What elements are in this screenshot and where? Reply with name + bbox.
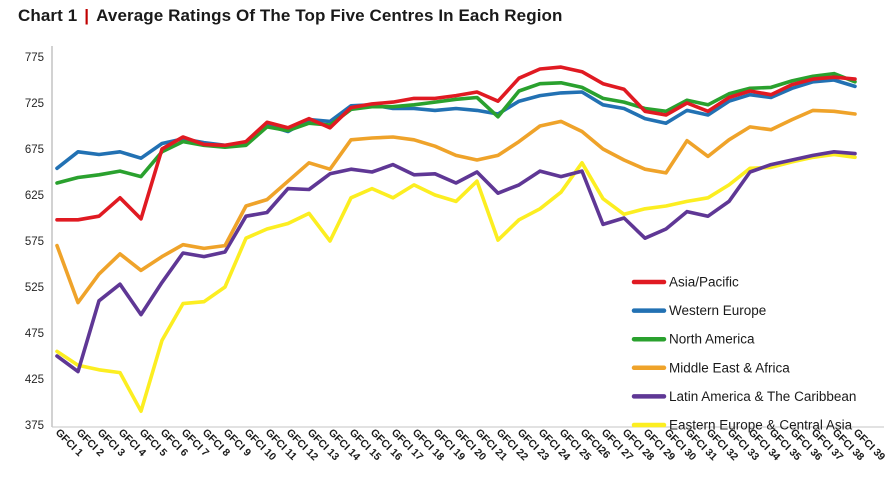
legend-item-asia-pacific: Asia/Pacific xyxy=(631,275,739,290)
y-axis-tick-label: 525 xyxy=(25,282,44,294)
legend-label: Asia/Pacific xyxy=(669,275,739,290)
series-line-north-america xyxy=(55,71,857,185)
y-axis-tick-label: 375 xyxy=(25,420,44,432)
y-axis-tick-label: 425 xyxy=(25,374,44,386)
chart-title-text: Average Ratings Of The Top Five Centres … xyxy=(96,6,563,25)
y-axis-tick-label: 725 xyxy=(25,98,44,110)
y-axis-tick-label: 575 xyxy=(25,236,44,248)
chart-title-prefix: Chart 1 xyxy=(18,6,78,25)
y-axis-tick-label: 625 xyxy=(25,190,44,202)
legend-item-middle-east-africa: Middle East & Africa xyxy=(631,360,790,375)
legend-item-western-europe: Western Europe xyxy=(631,303,766,318)
legend-label: North America xyxy=(669,332,755,347)
series-line-eastern-europe-central-asia xyxy=(55,152,857,414)
chart-title-separator: | xyxy=(84,6,90,25)
y-axis-tick-label: 675 xyxy=(25,144,44,156)
chart-title: Chart 1 | Average Ratings Of The Top Five … xyxy=(18,6,563,26)
series-line-middle-east-africa xyxy=(55,108,857,305)
legend-item-latin-america-the-caribbean: Latin America & The Caribbean xyxy=(631,389,856,404)
legend: Asia/Pacific Western Europe North America M… xyxy=(631,275,856,433)
series-line-asia-pacific xyxy=(55,65,857,222)
legend-label: Middle East & Africa xyxy=(669,360,790,375)
y-axis-tick-label: 775 xyxy=(25,52,44,64)
legend-label: Eastern Europe & Central Asia xyxy=(669,418,853,433)
legend-item-eastern-europe-central-asia: Eastern Europe & Central Asia xyxy=(631,418,853,433)
legend-label: Latin America & The Caribbean xyxy=(669,389,856,404)
legend-item-north-america: North America xyxy=(631,332,755,347)
legend-label: Western Europe xyxy=(669,303,766,318)
series-line-latin-america-the-caribbean xyxy=(55,150,857,374)
y-axis-tick-label: 475 xyxy=(25,328,44,340)
